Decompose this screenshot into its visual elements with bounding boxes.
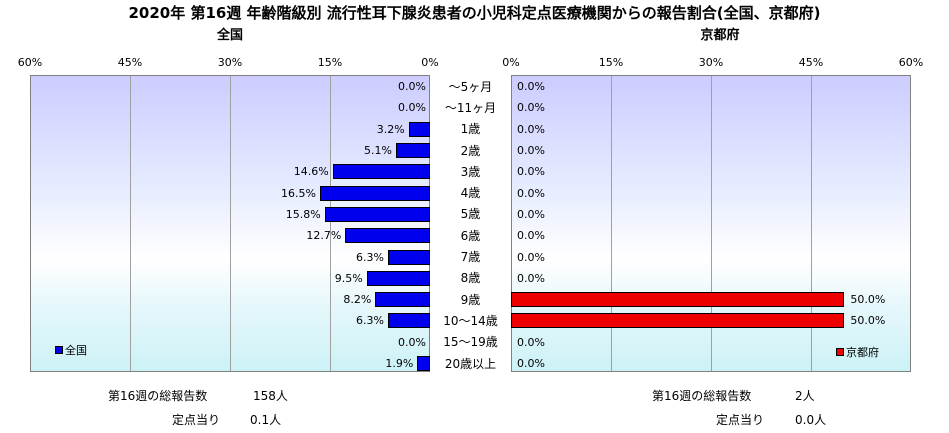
right-value-label: 0.0% — [517, 122, 545, 136]
right-legend: 京都府 — [836, 344, 879, 360]
left-bar — [417, 356, 430, 372]
left-bar — [388, 249, 430, 265]
right-value-label: 0.0% — [517, 207, 545, 221]
left-value-label: 12.7% — [306, 229, 342, 243]
category-label: 10～14歳 — [443, 313, 498, 328]
right-legend-swatch — [836, 348, 844, 356]
left-value-label: 0.0% — [398, 101, 426, 115]
category-label: 20歳以上 — [444, 356, 497, 371]
category-label: ～11ヶ月 — [444, 100, 497, 115]
right-per-label: 定点当り — [716, 413, 765, 427]
category-label: 8歳 — [460, 271, 481, 286]
right-value-label: 0.0% — [517, 80, 545, 94]
right-value-label: 0.0% — [517, 271, 545, 285]
right-gridline — [711, 76, 712, 371]
right-tick-label: 15% — [598, 56, 624, 69]
right-tick-label: 45% — [798, 56, 824, 69]
left-tick-label: 0% — [421, 56, 439, 69]
left-value-label: 9.5% — [334, 271, 363, 285]
left-tick-label: 30% — [217, 56, 243, 69]
category-label: 6歳 — [460, 228, 481, 243]
category-label: 9歳 — [460, 292, 481, 307]
right-value-label: 0.0% — [517, 186, 545, 200]
left-per-label: 定点当り — [172, 413, 221, 427]
left-bar — [388, 313, 430, 329]
left-bar — [332, 164, 430, 180]
left-bar — [320, 185, 430, 201]
left-value-label: 14.6% — [293, 165, 329, 179]
right-legend-label: 京都府 — [846, 346, 879, 359]
left-gridline — [330, 76, 331, 371]
left-total-value: 158人 — [253, 389, 288, 403]
right-per-value: 0.0人 — [795, 413, 827, 427]
left-value-label: 3.2% — [376, 122, 405, 136]
left-value-label: 5.1% — [364, 144, 392, 158]
right-bar — [511, 292, 845, 308]
left-value-label: 8.2% — [343, 293, 372, 307]
left-plot-area — [30, 75, 430, 372]
left-legend: 全国 — [55, 342, 87, 358]
right-bar — [511, 313, 845, 329]
left-per-value: 0.1人 — [250, 413, 282, 427]
right-side-title: 京都府 — [700, 28, 740, 43]
left-value-label: 0.0% — [398, 335, 426, 349]
left-total-label: 第16週の総報告数 — [108, 389, 208, 403]
left-value-label: 6.3% — [356, 314, 384, 328]
right-value-label: 0.0% — [517, 165, 545, 179]
left-legend-swatch — [55, 346, 63, 354]
right-value-label: 0.0% — [517, 229, 545, 243]
right-tick-label: 30% — [698, 56, 724, 69]
category-label: 5歳 — [460, 207, 481, 222]
left-bar — [345, 228, 430, 244]
left-tick-label: 45% — [117, 56, 143, 69]
category-label: 15～19歳 — [443, 335, 498, 350]
right-value-label: 0.0% — [517, 250, 545, 264]
left-value-label: 1.9% — [385, 357, 414, 371]
category-label: ～5ヶ月 — [448, 79, 493, 94]
left-tick-label: 15% — [317, 56, 343, 69]
left-value-label: 16.5% — [281, 186, 316, 200]
left-tick-label: 60% — [17, 56, 43, 69]
category-label: 7歳 — [460, 250, 481, 265]
right-tick-label: 60% — [898, 56, 924, 69]
category-label: 3歳 — [460, 164, 481, 179]
right-value-label: 0.0% — [517, 335, 545, 349]
right-value-label: 50.0% — [850, 314, 886, 328]
left-gridline — [230, 76, 231, 371]
left-value-label: 15.8% — [285, 207, 321, 221]
right-value-label: 0.0% — [517, 101, 545, 115]
left-bar — [408, 121, 430, 137]
right-value-label: 0.0% — [517, 144, 545, 158]
category-label: 4歳 — [460, 186, 481, 201]
chart-title: 2020年 第16週 年齢階級別 流行性耳下腺炎患者の小児科定点医療機関からの報… — [128, 4, 821, 22]
left-bar — [324, 206, 430, 222]
left-bar — [396, 143, 430, 159]
right-total-label: 第16週の総報告数 — [652, 389, 752, 403]
left-legend-label: 全国 — [65, 344, 87, 357]
left-bar — [366, 270, 430, 286]
left-value-label: 6.3% — [356, 250, 384, 264]
left-gridline — [130, 76, 131, 371]
right-gridline — [811, 76, 812, 371]
right-gridline — [611, 76, 612, 371]
category-label: 1歳 — [460, 122, 481, 137]
left-value-label: 0.0% — [398, 80, 426, 94]
right-tick-label: 0% — [502, 56, 520, 69]
left-side-title: 全国 — [216, 28, 243, 43]
left-bar — [375, 292, 430, 308]
right-value-label: 50.0% — [850, 293, 886, 307]
right-total-value: 2人 — [795, 389, 815, 403]
right-value-label: 0.0% — [517, 357, 545, 371]
category-label: 2歳 — [460, 143, 481, 158]
